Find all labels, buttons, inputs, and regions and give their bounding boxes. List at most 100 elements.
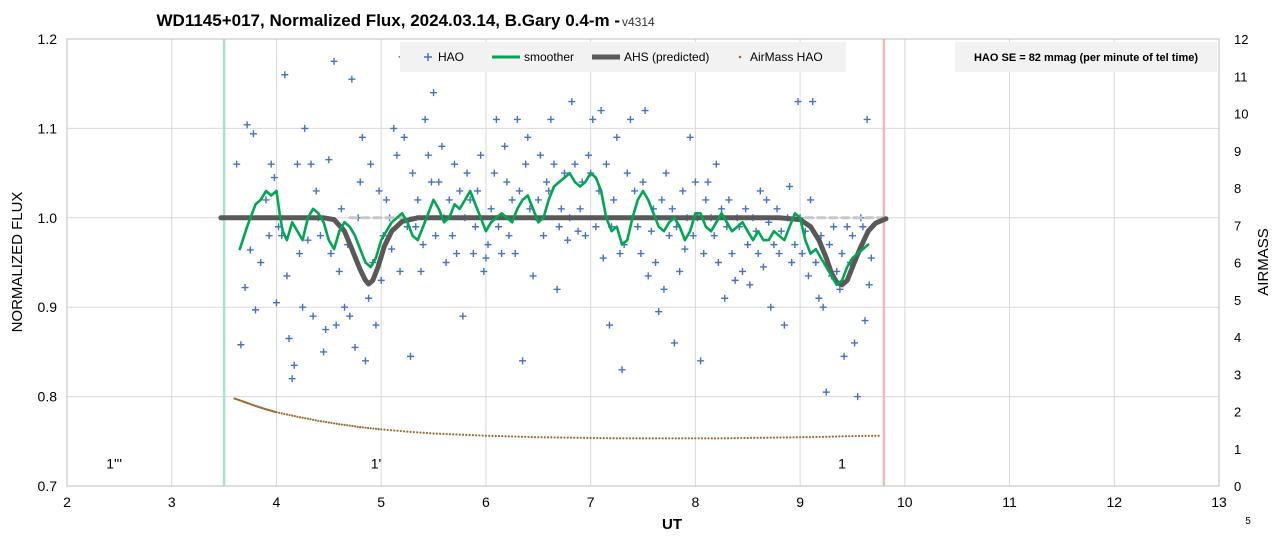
airmass-point: [348, 424, 351, 427]
x-tick-label: 8: [691, 494, 699, 510]
hao-data-point: [555, 223, 563, 231]
airmass-point: [298, 416, 302, 419]
hao-data-point: [791, 241, 799, 249]
airmass-point: [296, 415, 299, 418]
airmass-point: [330, 421, 333, 425]
airmass-point: [448, 433, 452, 436]
airmass-point: [474, 434, 478, 437]
hao-data-point: [613, 133, 621, 141]
hao-data-point: [710, 232, 718, 240]
hao-data-point: [283, 272, 291, 280]
y-axis-label: NORMALIZED FLUX: [9, 192, 26, 333]
airmass-point: [432, 432, 435, 435]
airmass-point: [412, 430, 416, 434]
airmass-point: [435, 432, 438, 435]
airmass-point: [838, 435, 841, 438]
hao-data-point: [438, 142, 446, 150]
airmass-point: [406, 430, 409, 433]
hao-data-point: [503, 178, 511, 186]
airmass-point: [514, 435, 517, 438]
legend-label: AHS (predicted): [624, 50, 709, 64]
airmass-point: [782, 436, 785, 439]
hao-data-point: [775, 250, 783, 258]
hao-data-point: [574, 227, 582, 235]
hao-data-point: [267, 160, 275, 168]
y2-tick-label: 7: [1234, 218, 1241, 233]
airmass-point: [389, 429, 393, 432]
airmass-point: [645, 437, 648, 440]
airmass-point: [749, 436, 753, 440]
airmass-point: [700, 437, 704, 440]
hao-data-point: [281, 71, 289, 79]
info-box: HAO SE = 82 mmag (per minute of tel time…: [955, 42, 1217, 72]
hao-data-point: [660, 285, 668, 293]
hao-data-point: [290, 361, 298, 369]
airmass-point: [319, 420, 323, 423]
airmass-point: [713, 437, 717, 440]
x-tick-label: 3: [168, 494, 176, 510]
hao-data-point: [731, 276, 739, 284]
airmass-point: [340, 423, 344, 426]
hao-data-point: [712, 160, 720, 168]
hao-data-point: [610, 196, 618, 204]
airmass-point: [419, 431, 422, 434]
airmass-point: [452, 433, 455, 436]
airmass-point: [579, 436, 582, 439]
airmass-point: [844, 435, 848, 438]
airmass-point: [425, 431, 429, 435]
airmass-point: [654, 437, 658, 440]
hao-data-point: [623, 169, 631, 177]
airmass-point: [602, 437, 605, 440]
hao-data-point: [285, 334, 293, 342]
hao-data-point: [686, 133, 694, 141]
airmass-point: [530, 435, 533, 439]
legend: HAO smoother AHS (predicted) AirMass HAO: [400, 42, 846, 72]
airmass-point: [309, 418, 312, 421]
hao-data-point: [505, 232, 513, 240]
hao-data-point: [435, 178, 443, 186]
hao-data-point: [407, 352, 415, 360]
airmass-point: [586, 436, 589, 440]
airmass-point: [671, 437, 674, 440]
hao-data-point: [312, 187, 320, 195]
airmass-point: [563, 436, 566, 439]
hao-data-point: [702, 196, 710, 204]
airmass-point: [854, 434, 857, 438]
x-tick-label: 4: [273, 494, 281, 510]
hao-data-point: [665, 232, 673, 240]
airmass-point: [625, 437, 628, 440]
hao-data-point: [417, 267, 425, 275]
airmass-point: [746, 436, 749, 440]
legend-box: [400, 42, 846, 72]
airmass-point: [312, 418, 315, 421]
legend-item: AHS (predicted): [592, 50, 709, 64]
hao-data-point: [571, 160, 579, 168]
hao-data-point: [456, 187, 464, 195]
hao-data-point: [270, 174, 278, 182]
hao-data-point: [316, 232, 324, 240]
airmass-point: [351, 424, 354, 428]
hao-data-point: [616, 250, 624, 258]
hao-data-point: [477, 151, 485, 159]
hao-data-point: [721, 294, 729, 302]
hao-data-point: [754, 250, 762, 258]
airmass-point: [285, 413, 289, 416]
airmass-point: [841, 435, 844, 438]
hao-data-point: [249, 130, 257, 138]
hao-data-point: [592, 223, 600, 231]
series-airmass-hao: [233, 397, 880, 440]
airmass-point: [615, 437, 618, 440]
airmass-point: [618, 437, 622, 440]
hao-data-point: [746, 281, 754, 289]
y-tick-label: 1.0: [38, 210, 58, 226]
airmass-point: [694, 437, 697, 440]
hao-data-point: [358, 133, 366, 141]
hao-data-point: [581, 232, 589, 240]
airmass-point: [596, 436, 599, 440]
airmass-point: [723, 437, 726, 440]
hao-data-point: [618, 366, 626, 374]
corner-label: 5: [1245, 516, 1251, 527]
airmass-point: [648, 437, 651, 440]
hao-data-point: [815, 294, 823, 302]
legend-item: AirMass HAO: [738, 50, 823, 64]
